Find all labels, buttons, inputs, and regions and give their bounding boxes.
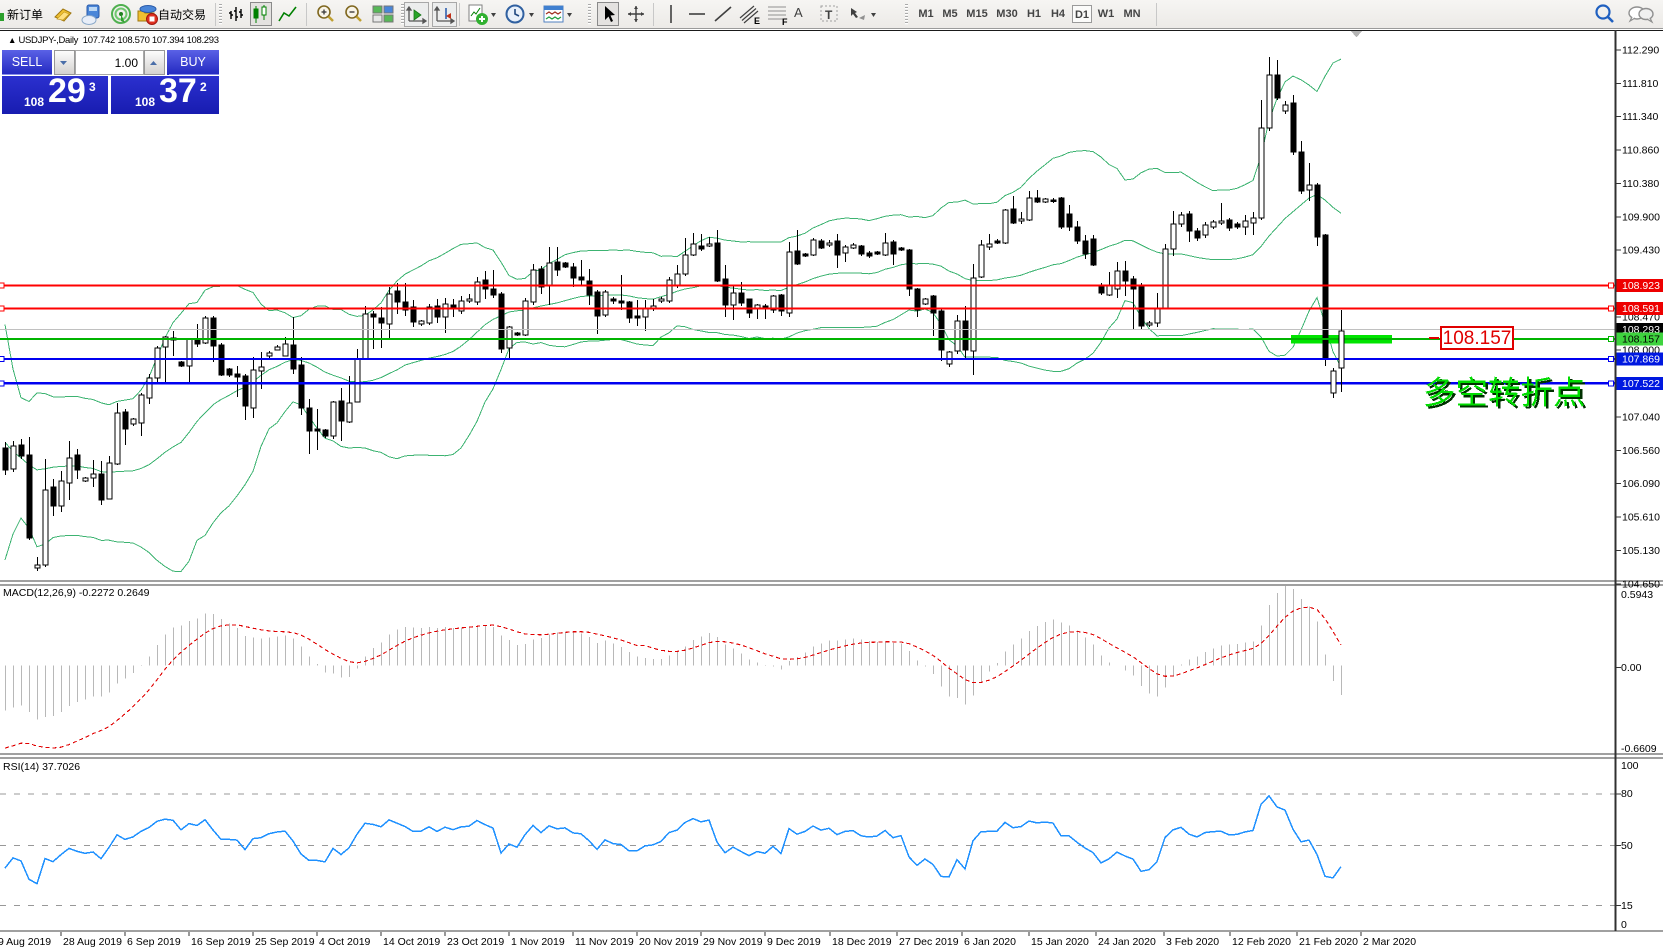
svg-text:0.5943: 0.5943: [1621, 589, 1653, 601]
svg-text:MACD(12,26,9) -0.2272 0.2649: MACD(12,26,9) -0.2272 0.2649: [3, 587, 150, 599]
svg-text:108.591: 108.591: [1622, 303, 1660, 315]
svg-text:0.00: 0.00: [1621, 662, 1642, 674]
svg-text:12 Feb 2020: 12 Feb 2020: [1232, 936, 1291, 948]
svg-text:29 Nov 2019: 29 Nov 2019: [703, 936, 763, 948]
svg-text:11 Nov 2019: 11 Nov 2019: [575, 936, 634, 948]
svg-text:14 Oct 2019: 14 Oct 2019: [383, 936, 440, 948]
svg-text:T: T: [825, 8, 833, 22]
svg-text:20 Nov 2019: 20 Nov 2019: [639, 936, 699, 948]
svg-text:18 Dec 2019: 18 Dec 2019: [832, 936, 892, 948]
svg-text:F: F: [782, 17, 788, 26]
svg-text:25 Sep 2019: 25 Sep 2019: [255, 936, 315, 948]
svg-text:21 Feb 2020: 21 Feb 2020: [1299, 936, 1358, 948]
svg-text:108.157: 108.157: [1622, 333, 1660, 345]
svg-text:108.157: 108.157: [1443, 328, 1512, 349]
svg-text:6 Jan 2020: 6 Jan 2020: [964, 936, 1016, 948]
svg-text:2 Mar 2020: 2 Mar 2020: [1363, 936, 1416, 948]
svg-text:110.380: 110.380: [1622, 178, 1659, 190]
svg-text:110.860: 110.860: [1622, 145, 1659, 157]
svg-text:3 Feb 2020: 3 Feb 2020: [1166, 936, 1219, 948]
svg-text:15 Jan 2020: 15 Jan 2020: [1031, 936, 1089, 948]
svg-text:107.869: 107.869: [1622, 354, 1660, 366]
svg-text:109.430: 109.430: [1622, 244, 1660, 256]
svg-text:23 Oct 2019: 23 Oct 2019: [447, 936, 504, 948]
svg-text:105.610: 105.610: [1622, 511, 1660, 523]
svg-text:111.810: 111.810: [1622, 78, 1659, 90]
svg-text:107.040: 107.040: [1622, 412, 1660, 424]
svg-text:105.130: 105.130: [1622, 545, 1660, 557]
svg-text:104.650: 104.650: [1622, 579, 1660, 591]
svg-text:111.340: 111.340: [1622, 111, 1659, 123]
svg-text:108.923: 108.923: [1622, 280, 1660, 292]
svg-text:24 Jan 2020: 24 Jan 2020: [1098, 936, 1156, 948]
svg-text:50: 50: [1621, 840, 1633, 852]
svg-text:80: 80: [1621, 788, 1633, 800]
svg-text:15: 15: [1621, 900, 1633, 912]
svg-text:6 Sep 2019: 6 Sep 2019: [127, 936, 181, 948]
svg-text:4 Oct 2019: 4 Oct 2019: [319, 936, 371, 948]
svg-text:0: 0: [1621, 919, 1627, 931]
svg-text:106.560: 106.560: [1622, 445, 1660, 457]
svg-text:9 Aug 2019: 9 Aug 2019: [0, 936, 51, 948]
svg-text:109.900: 109.900: [1622, 212, 1660, 224]
svg-text:106.090: 106.090: [1622, 478, 1660, 490]
svg-text:107.522: 107.522: [1622, 378, 1660, 390]
svg-text:1 Nov 2019: 1 Nov 2019: [511, 936, 565, 948]
svg-text:16 Sep 2019: 16 Sep 2019: [191, 936, 251, 948]
svg-text:9 Dec 2019: 9 Dec 2019: [767, 936, 821, 948]
svg-text:E: E: [754, 16, 760, 26]
svg-text:-0.6609: -0.6609: [1621, 743, 1657, 755]
svg-text:RSI(14) 37.7026: RSI(14) 37.7026: [3, 761, 80, 773]
svg-text:28 Aug 2019: 28 Aug 2019: [63, 936, 122, 948]
svg-text:27 Dec 2019: 27 Dec 2019: [899, 936, 959, 948]
svg-text:112.290: 112.290: [1622, 45, 1659, 57]
svg-text:100: 100: [1621, 760, 1639, 772]
